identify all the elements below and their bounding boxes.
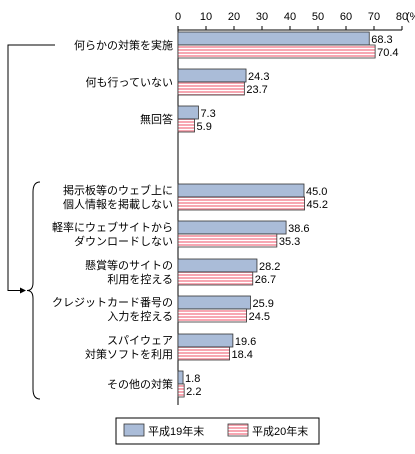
x-tick-label: 40	[284, 11, 296, 23]
curly-brace	[26, 181, 41, 400]
bar-h19	[177, 333, 234, 348]
legend-swatch	[227, 423, 249, 437]
bar-h20	[177, 233, 278, 248]
bar-value-label: 5.9	[197, 121, 212, 133]
bar-value-label: 68.3	[371, 34, 392, 46]
legend: 平成19年末 平成20年末	[115, 417, 320, 445]
category-label: 掲示板等のウェブ上に	[63, 183, 173, 197]
x-axis-unit: (%)	[406, 11, 415, 23]
bar-value-label: 70.4	[377, 47, 398, 59]
legend-swatch	[123, 423, 145, 437]
bar-h19	[177, 370, 184, 385]
category-label: ダウンロードしない	[74, 234, 173, 248]
bar-h20	[177, 44, 376, 59]
bar-value-label: 25.9	[253, 298, 274, 310]
legend-label: 平成19年末	[148, 424, 204, 438]
bar-h19	[177, 295, 251, 310]
category-labels: 何らかの対策を実施何も行っていない無回答掲示板等のウェブ上に個人情報を掲載しない…	[52, 38, 173, 391]
category-label: スパイウェア	[107, 334, 173, 347]
category-label: 無回答	[140, 112, 173, 126]
bar-value-label: 23.7	[246, 84, 267, 96]
group-bracket	[7, 44, 55, 400]
x-tick-label: 60	[340, 11, 352, 23]
x-tick-label: 10	[200, 11, 212, 23]
bar-h19	[177, 105, 199, 120]
bar-value-label: 7.3	[200, 108, 215, 120]
category-label: 個人情報を掲載しない	[63, 197, 173, 211]
bar-h19	[177, 31, 370, 46]
x-tick-label: 70	[368, 11, 380, 23]
category-label: 何らかの対策を実施	[74, 38, 173, 52]
x-tick-label: 50	[312, 11, 324, 23]
x-axis: 0 10 20 30 40 50 60 70 80(%)	[175, 11, 415, 405]
x-tick-label: 30	[256, 11, 268, 23]
bar-value-label: 19.6	[235, 336, 256, 348]
x-tick-label: 20	[228, 11, 240, 23]
bar-h20	[177, 196, 305, 211]
bar-h20	[177, 308, 247, 323]
bar-h20	[177, 118, 195, 133]
arrow-right-icon	[20, 287, 26, 294]
category-label: 入力を控える	[107, 309, 173, 323]
x-tick-label: 0	[175, 11, 181, 23]
bar-value-label: 1.8	[185, 373, 200, 385]
legend-box	[115, 417, 320, 445]
bar-value-label: 26.7	[255, 274, 276, 286]
category-label: クレジットカード番号の	[52, 296, 173, 309]
bar-value-label: 45.0	[306, 186, 327, 198]
bar-value-label: 35.3	[279, 236, 300, 248]
bar-h20	[177, 383, 185, 398]
category-label: 対策ソフトを利用	[85, 347, 173, 361]
bar-h20	[177, 81, 245, 96]
bar-value-label: 24.3	[248, 71, 269, 83]
x-tick-label: 80	[396, 11, 408, 23]
category-label: 何も行っていない	[86, 76, 173, 89]
bar-value-label: 38.6	[288, 223, 309, 235]
bar-h19	[177, 258, 258, 273]
bar-h20	[177, 271, 254, 286]
bar-value-label: 24.5	[249, 311, 270, 323]
category-label: 軽率にウェブサイトから	[52, 220, 173, 234]
bars: 68.3 24.3 7.3 45.0 38.6 28.2 25.9 19.6 1.8 70.4 23…	[177, 31, 399, 398]
category-label: その他の対策	[107, 377, 173, 391]
bar-value-label: 2.2	[186, 386, 201, 398]
bar-h19	[177, 68, 247, 83]
category-label: 利用を控える	[107, 272, 173, 286]
category-label: 懸賞等のサイトの	[85, 258, 173, 272]
bar-h19	[177, 220, 287, 235]
bar-h20	[177, 346, 230, 361]
legend-label: 平成20年末	[252, 424, 308, 438]
bracket-connector	[7, 44, 55, 291]
bar-h19	[177, 183, 305, 198]
bar-value-label: 28.2	[259, 261, 280, 273]
bar-value-label: 18.4	[232, 349, 253, 361]
bar-value-label: 45.2	[307, 199, 328, 211]
